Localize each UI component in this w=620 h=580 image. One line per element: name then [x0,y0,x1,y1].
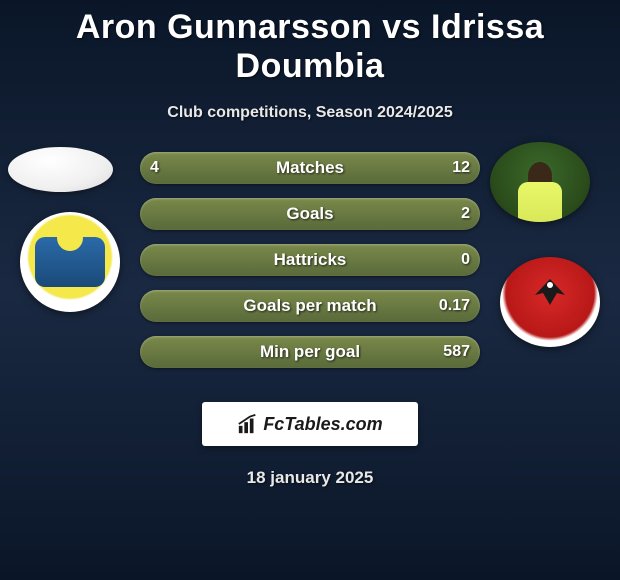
player-left-club-badge [20,212,120,312]
stat-bars: 4 Matches 12 Goals 2 Hattricks 0 Goals p… [140,152,480,382]
player-left-avatar [8,147,113,192]
brand-box[interactable]: FcTables.com [202,402,418,446]
brand-label: FcTables.com [263,414,382,435]
stat-right-value: 587 [443,343,470,361]
comparison-area: 4 Matches 12 Goals 2 Hattricks 0 Goals p… [0,152,620,392]
player-right-club-badge [500,257,600,347]
stat-right-value: 0 [461,251,470,269]
stat-row-min-per-goal: Min per goal 587 [140,336,480,368]
player-right-avatar [490,142,590,222]
stat-label: Hattricks [274,250,347,270]
stat-right-value: 2 [461,205,470,223]
eagle-icon [525,277,575,307]
stat-left-value: 4 [150,159,159,177]
date-label: 18 january 2025 [0,468,620,488]
stat-row-hattricks: Hattricks 0 [140,244,480,276]
chart-icon [237,413,259,435]
club-right-shield-icon [530,277,570,327]
stat-right-value: 12 [452,159,470,177]
stat-label: Goals per match [243,296,376,316]
club-left-shield-icon [35,237,105,287]
stat-label: Min per goal [260,342,360,362]
stat-right-value: 0.17 [439,297,470,315]
stat-label: Matches [276,158,344,178]
stat-row-goals-per-match: Goals per match 0.17 [140,290,480,322]
page-title: Aron Gunnarsson vs Idrissa Doumbia [0,0,620,86]
stat-row-goals: Goals 2 [140,198,480,230]
stat-row-matches: 4 Matches 12 [140,152,480,184]
subtitle: Club competitions, Season 2024/2025 [0,104,620,122]
stat-label: Goals [286,204,333,224]
